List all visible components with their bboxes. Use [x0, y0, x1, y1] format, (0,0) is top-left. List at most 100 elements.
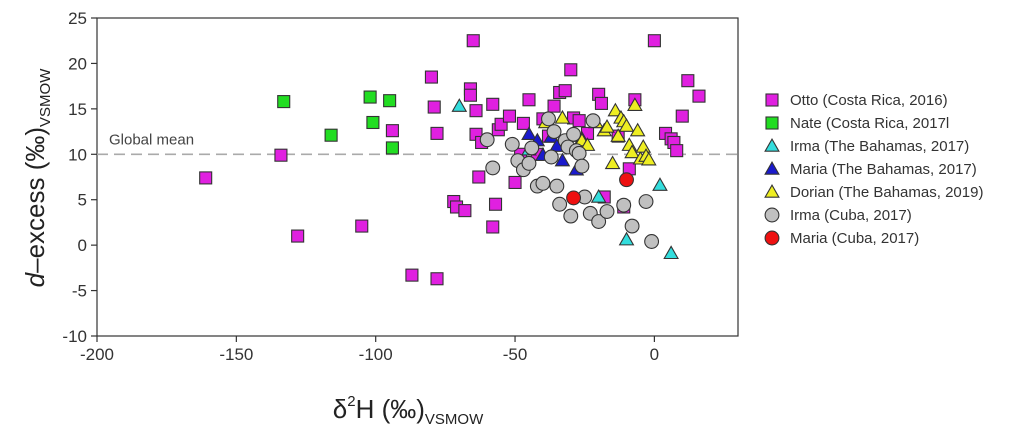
legend-marker	[764, 230, 780, 246]
data-points	[199, 34, 706, 286]
series-6	[566, 172, 634, 206]
plot-border	[96, 17, 739, 337]
data-point	[485, 160, 501, 176]
x-tick-label: 0	[650, 345, 659, 364]
data-point	[479, 132, 495, 148]
data-point	[563, 208, 579, 224]
x-axis-title-main: δ	[333, 394, 347, 424]
data-point	[524, 140, 540, 156]
y-axis-title-italic: d	[20, 271, 50, 287]
data-point	[521, 126, 537, 141]
data-point	[366, 115, 380, 130]
global-mean-label: Global mean	[109, 131, 194, 148]
y-axis-title-sub: VSMOW	[37, 68, 54, 127]
legend-marker	[765, 116, 779, 130]
data-point	[638, 194, 654, 209]
y-tick-label: 20	[68, 54, 87, 73]
x-axis-title-sub: VSMOW	[425, 411, 484, 428]
data-point	[547, 99, 561, 113]
data-point	[610, 128, 627, 142]
y-tick-label: -10	[62, 327, 87, 346]
series-1	[277, 90, 399, 155]
x-axis-title-sup: 2	[347, 393, 355, 410]
data-point	[504, 136, 520, 152]
data-point	[546, 124, 562, 140]
data-point	[644, 234, 660, 249]
data-point	[624, 218, 640, 234]
data-point	[624, 144, 640, 159]
data-point	[571, 145, 587, 161]
data-point	[594, 96, 608, 110]
x-axis-title-rest: H (‰)	[356, 394, 425, 424]
data-point	[599, 204, 615, 219]
data-point	[607, 102, 624, 117]
legend-label: Irma (Cuba, 2017)	[790, 207, 912, 224]
data-point	[599, 119, 615, 133]
data-point	[274, 148, 288, 162]
data-point	[430, 126, 444, 140]
series-5	[479, 111, 660, 249]
x-axis-title: δ2H (‰)VSMOW	[333, 393, 484, 428]
data-point	[451, 98, 468, 112]
data-point	[647, 34, 661, 48]
data-point	[405, 268, 419, 282]
plot-area	[96, 17, 739, 337]
y-axis-title: d–excess (‰)VSMOW	[20, 68, 54, 288]
data-point	[635, 139, 652, 153]
x-tick-label: -200	[80, 345, 114, 364]
data-point	[472, 170, 486, 184]
y-tick-label: 15	[68, 100, 87, 119]
data-point	[675, 109, 689, 123]
data-point	[554, 152, 571, 167]
series-0	[199, 34, 706, 286]
data-point	[521, 155, 537, 171]
data-point	[458, 204, 472, 218]
data-point	[355, 219, 369, 233]
x-tick-label: -100	[359, 345, 393, 364]
legend-label: Nate (Costa Rica, 2017l	[790, 115, 949, 132]
data-point	[692, 89, 706, 103]
data-point	[541, 111, 556, 127]
data-point	[590, 188, 607, 203]
legend-marker	[765, 93, 779, 107]
data-point	[383, 94, 397, 108]
data-point	[652, 177, 668, 191]
legend-label: Dorian (The Bahamas, 2019)	[790, 184, 983, 201]
data-point	[566, 126, 582, 142]
data-point	[516, 116, 530, 130]
legend-marker	[764, 160, 780, 175]
x-tick-label: -50	[503, 345, 528, 364]
data-point	[564, 63, 578, 77]
legend-label: Otto (Costa Rica, 2016)	[790, 92, 948, 109]
data-point	[430, 272, 444, 286]
y-axis-title-rest: –excess (‰)	[20, 127, 50, 273]
y-tick-label: -5	[72, 282, 87, 301]
data-point	[591, 214, 607, 229]
data-point	[552, 196, 568, 212]
data-point	[663, 245, 679, 260]
data-point	[572, 114, 586, 128]
data-point	[549, 178, 565, 194]
data-point	[566, 190, 582, 206]
y-tick-label: 5	[78, 191, 87, 210]
data-point	[385, 124, 399, 138]
legend: Otto (Costa Rica, 2016) Nate (Costa Rica,…	[764, 92, 983, 247]
data-point	[670, 144, 684, 158]
data-point	[508, 175, 522, 190]
data-point	[502, 109, 517, 123]
legend-marker	[764, 137, 780, 152]
data-point	[629, 122, 646, 137]
data-point	[291, 229, 305, 243]
legend-marker	[764, 207, 780, 223]
x-tick-label: -150	[219, 345, 253, 364]
data-point	[604, 155, 621, 170]
data-point	[385, 141, 399, 155]
data-point	[199, 171, 213, 185]
data-point	[277, 95, 291, 109]
data-point	[363, 90, 377, 104]
y-tick-label: 0	[78, 236, 87, 255]
legend-label: Irma (The Bahamas, 2017)	[790, 138, 969, 155]
legend-marker	[764, 183, 780, 198]
legend-label: Maria (The Bahamas, 2017)	[790, 161, 977, 178]
